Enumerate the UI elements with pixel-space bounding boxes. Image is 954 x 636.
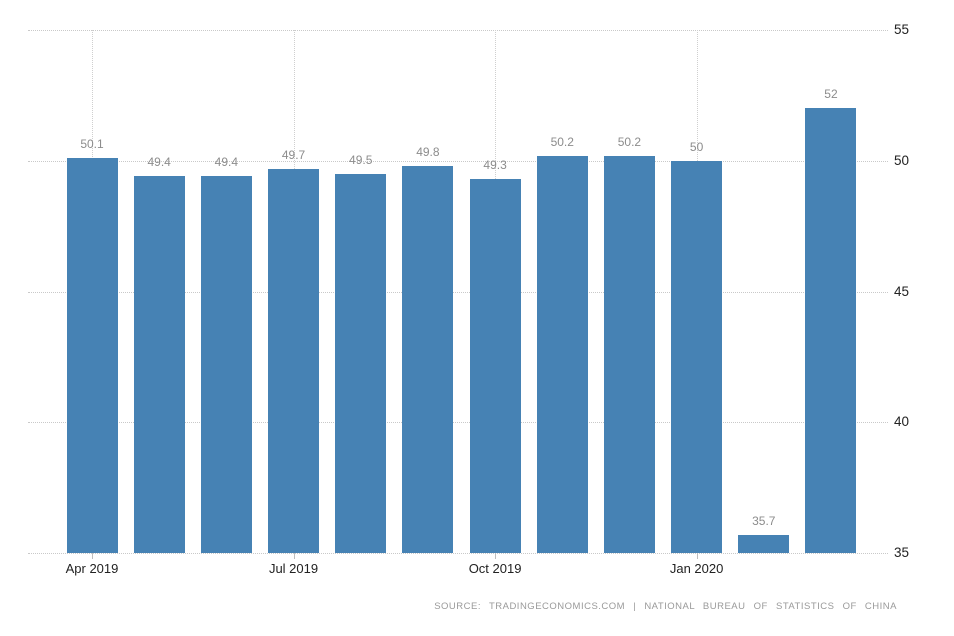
plot-area: 50.1 49.4 49.4 49.7 49.5 49.8 49.3 50.2 50.2 50 35… [28,30,888,554]
y-tick-label: 40 [894,414,910,430]
x-tick-mark [495,553,497,559]
bar[interactable] [469,179,521,553]
x-tick-label: Apr 2019 [65,561,119,576]
y-gridline [28,291,888,293]
bar-value-label: 35.7 [752,513,776,528]
y-gridline [28,422,888,424]
x-tick-mark [92,553,93,559]
bar[interactable] [603,155,655,553]
source-attribution: SOURCE: TRADINGECONOMICS.COM | NATIONAL … [434,601,897,612]
bar[interactable] [66,158,118,553]
x-tick-label: Jan 2020 [669,561,724,576]
x-tick-label: Oct 2019 [468,561,522,576]
bar[interactable] [133,176,185,553]
x-tick-label: Jul 2019 [268,561,319,576]
bar-value-label: 50 [689,139,704,154]
y-tick-label: 35 [894,545,910,560]
y-tick-label: 50 [894,152,910,168]
y-tick-label: 55 [894,22,910,37]
bar[interactable] [335,173,387,553]
bar-value-label: 49.5 [349,152,373,167]
bar-value-label: 50.1 [80,137,104,152]
bar[interactable] [805,108,857,553]
bar-value-label: 49.4 [147,155,171,170]
bar-value-label: 49.8 [416,144,440,159]
y-gridline [28,160,888,162]
x-tick-mark [293,553,295,559]
bar[interactable] [402,165,454,553]
y-gridline [28,553,888,554]
y-gridline [28,30,888,31]
bar-value-label: 52 [824,87,838,102]
bar[interactable] [200,176,252,553]
x-tick-mark [696,553,698,559]
bar-value-label: 49.3 [483,158,507,173]
bar[interactable] [268,168,320,553]
bar-value-label: 50.2 [617,134,642,149]
bar-value-label: 49.4 [214,155,239,170]
bar[interactable] [738,534,790,553]
bar[interactable] [536,155,588,553]
bar[interactable] [671,160,723,553]
y-tick-label: 45 [894,283,910,299]
bar-value-label: 50.2 [550,134,574,149]
bar-value-label: 49.7 [281,147,306,162]
